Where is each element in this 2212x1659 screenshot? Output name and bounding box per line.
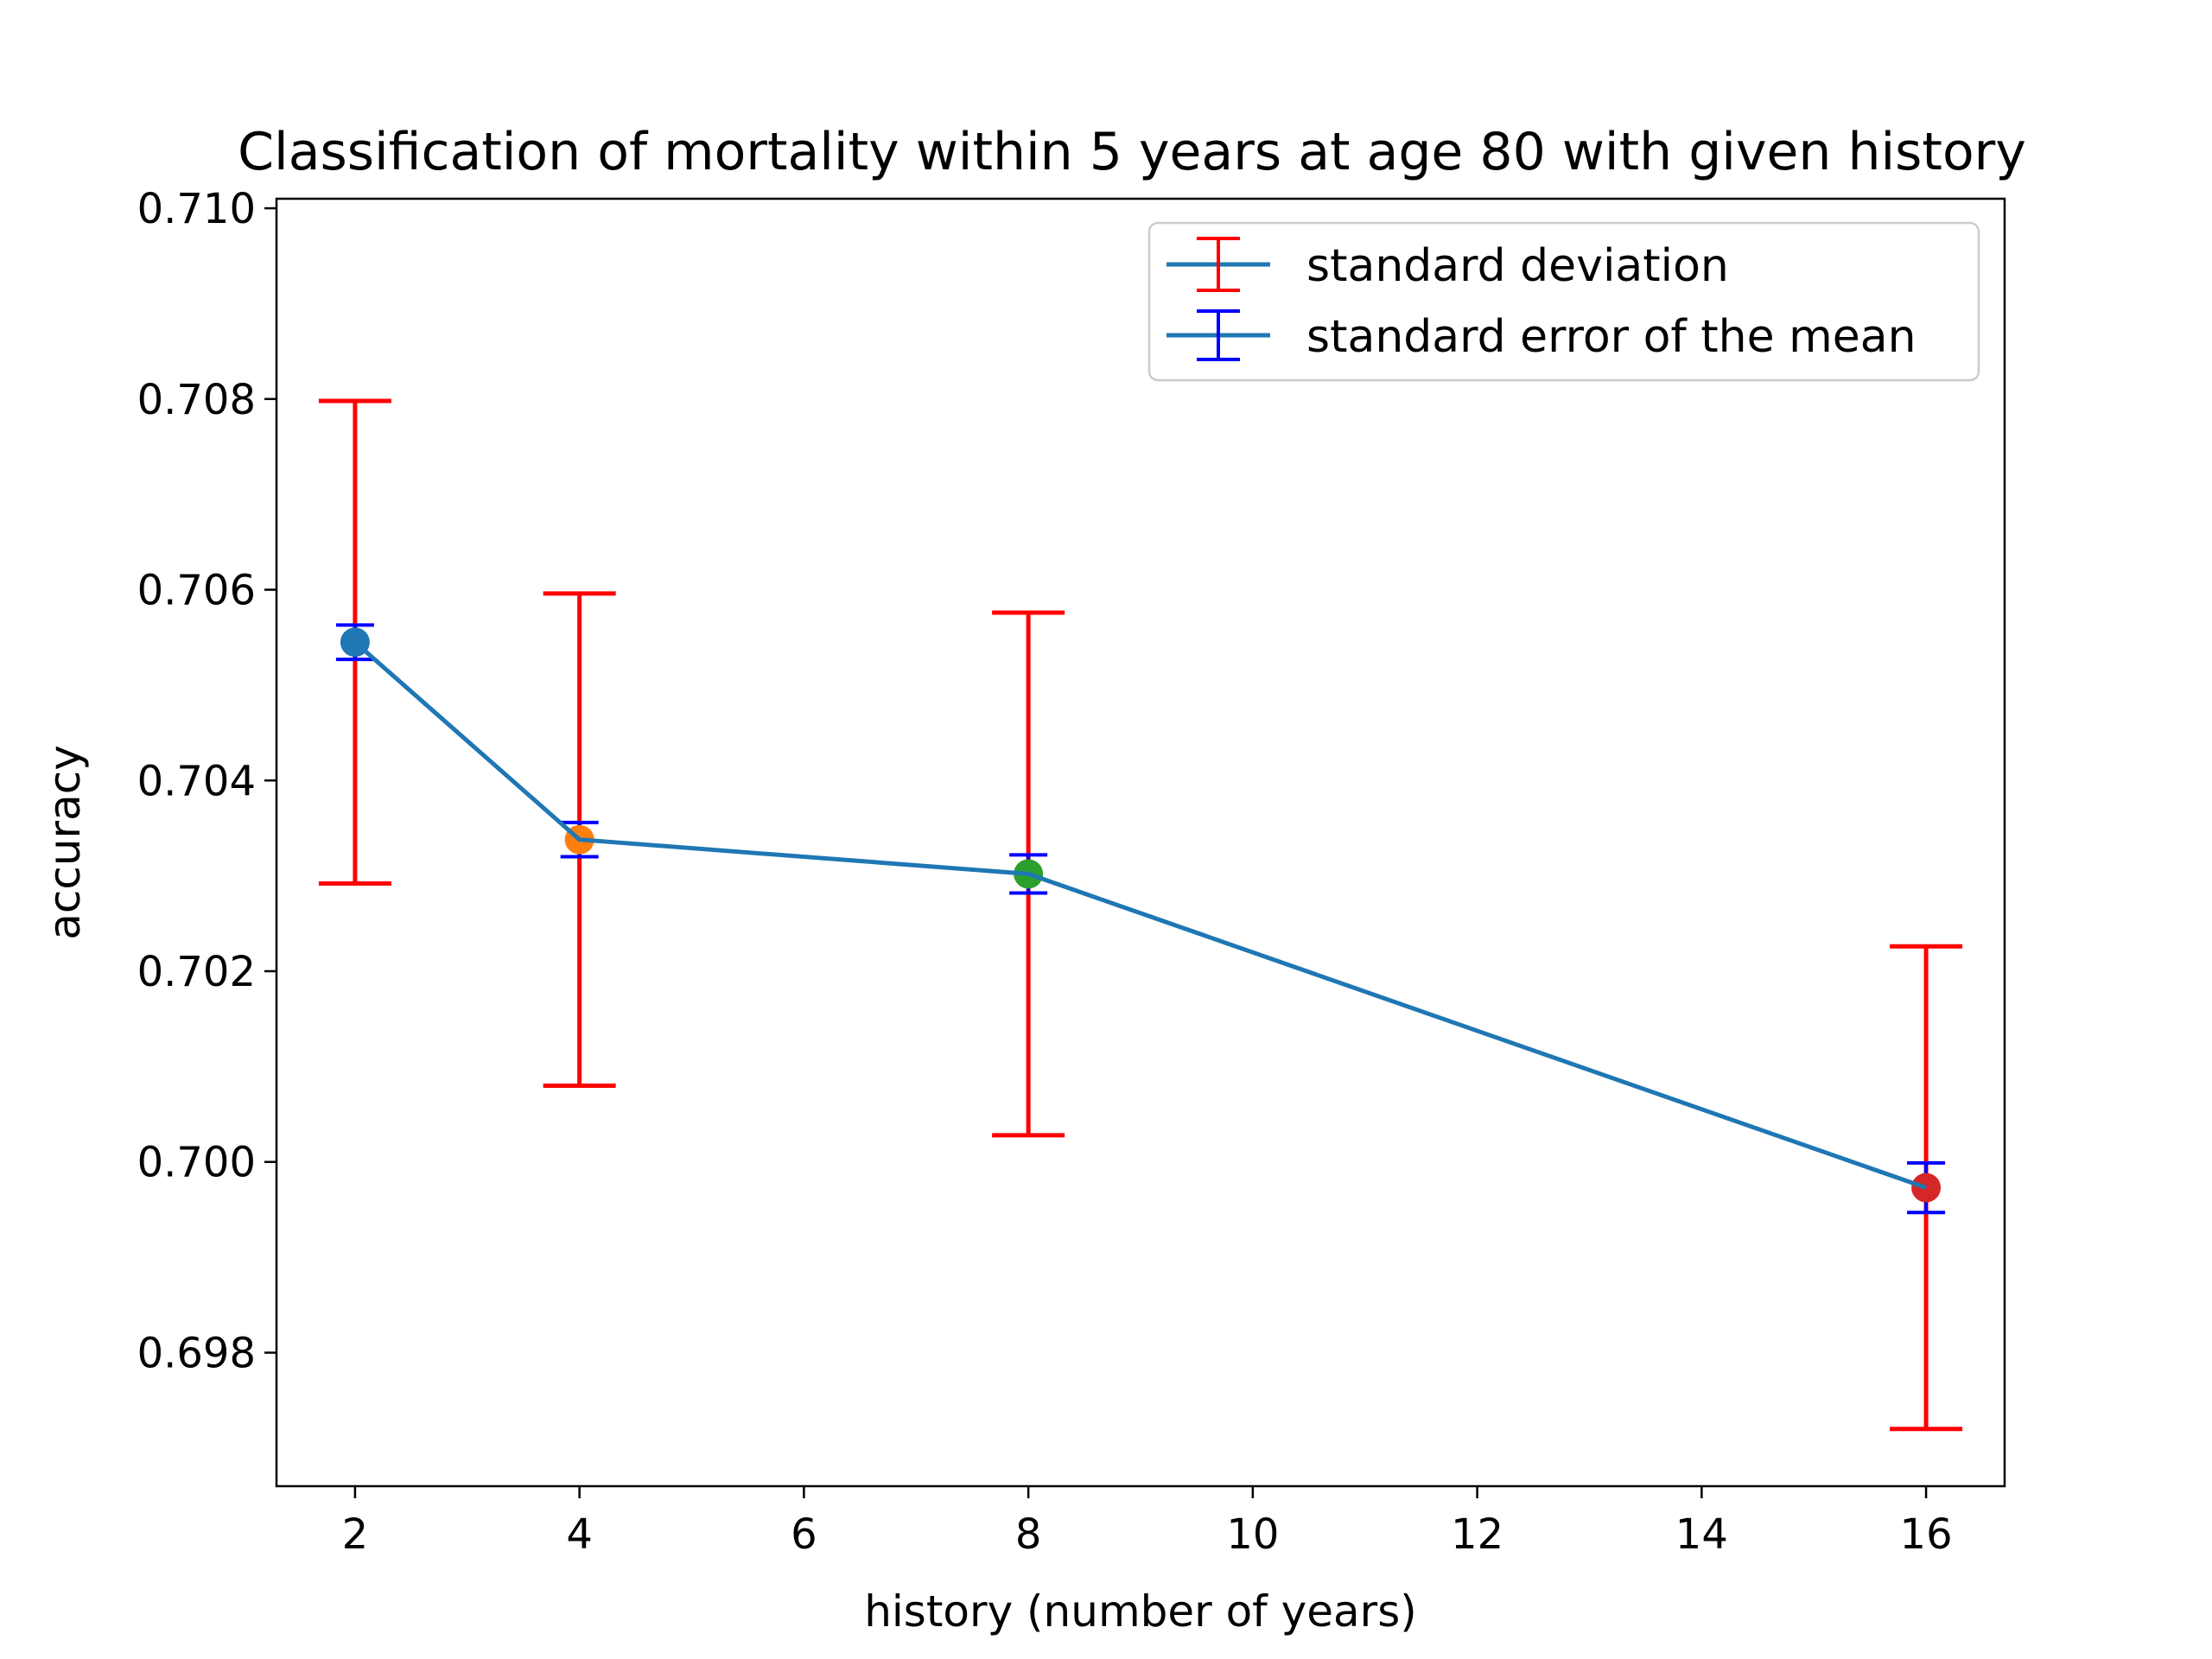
chart-title: Classification of mortality within 5 yea… (238, 122, 2026, 182)
legend: standard deviation standard error of the… (1147, 221, 1980, 382)
series-line-layer (353, 640, 1927, 1190)
y-tick-label-4: 0.706 (137, 567, 256, 615)
x-tick-label-2: 6 (791, 1510, 817, 1559)
y-axis-ticks: 0.698 0.700 0.702 0.704 0.706 0.708 0.710 (137, 185, 276, 1377)
x-tick-label-6: 14 (1675, 1510, 1728, 1559)
legend-entry-standard-deviation: standard deviation (1166, 237, 1729, 292)
x-tick-label-5: 12 (1451, 1510, 1503, 1559)
y-tick-label-1: 0.700 (137, 1139, 256, 1187)
x-tick-label-4: 10 (1226, 1510, 1279, 1559)
y-tick-label-0: 0.698 (137, 1329, 256, 1377)
y-tick-label-5: 0.708 (137, 376, 256, 424)
plot-area (276, 199, 2005, 1486)
legend-box (1147, 221, 1980, 382)
y-tick-label-2: 0.702 (137, 948, 256, 996)
x-axis-ticks: 2 4 6 8 10 12 14 16 (342, 1486, 1953, 1559)
x-tick-label-1: 4 (566, 1510, 593, 1559)
plot-frame (275, 197, 2006, 1488)
series-line (353, 640, 1927, 1190)
y-axis-label: accuracy (40, 745, 90, 940)
legend-label-standard-error-of-the-mean: standard error of the mean (1306, 311, 1916, 363)
x-tick-label-3: 8 (1015, 1510, 1042, 1559)
x-axis-label: history (number of years) (864, 1586, 1417, 1637)
y-tick-label-3: 0.704 (137, 757, 256, 805)
legend-label-standard-deviation: standard deviation (1306, 240, 1729, 292)
legend-entry-standard-error-of-the-mean: standard error of the mean (1166, 309, 1916, 363)
x-tick-label-7: 16 (1900, 1510, 1953, 1559)
x-tick-label-0: 2 (342, 1510, 369, 1559)
y-tick-label-6: 0.710 (137, 185, 256, 233)
